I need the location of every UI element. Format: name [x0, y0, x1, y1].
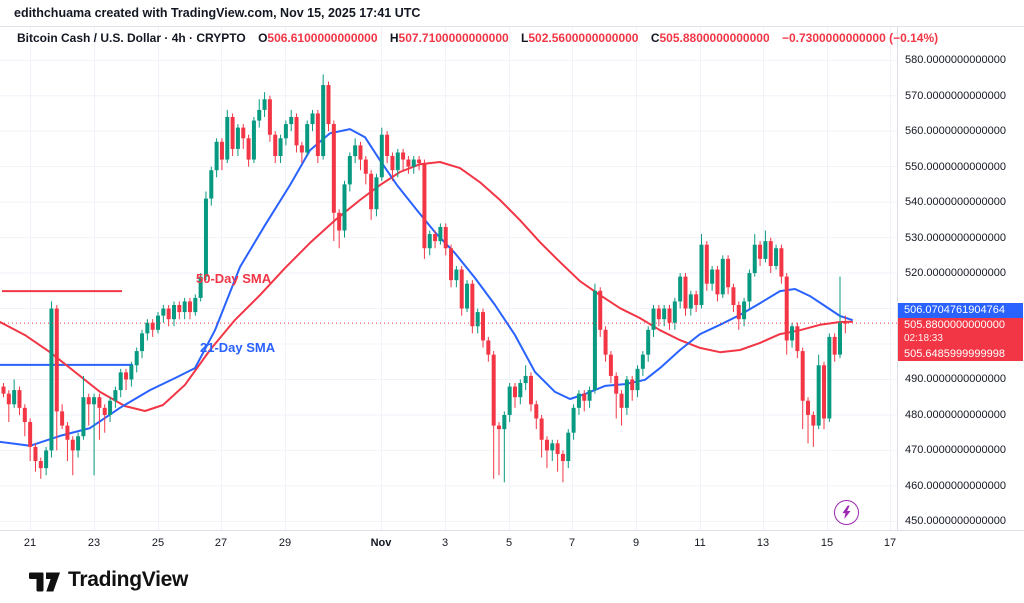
price-tick-label: 580.0000000000000 [905, 54, 1006, 67]
high-label: H [389, 31, 399, 45]
symbol-name[interactable]: Bitcoin Cash / U.S. Dollar [17, 31, 162, 45]
time-tick-label: 11 [694, 537, 706, 549]
price-tick-label: 530.0000000000000 [905, 231, 1006, 244]
open-label: O [258, 31, 268, 45]
time-tick-label: 5 [505, 537, 513, 549]
instant-order-button[interactable] [834, 500, 859, 525]
brand-name: TradingView [68, 567, 189, 591]
time-tick-label: 25 [151, 537, 165, 549]
time-tick-label: 3 [441, 537, 449, 549]
watermark-text: edithchuama created with TradingView.com… [14, 6, 421, 20]
price-tick-label: 490.0000000000000 [905, 373, 1006, 386]
tradingview-mark-icon [29, 572, 60, 592]
lightning-bolt-icon [842, 505, 851, 520]
close-label: C [650, 31, 660, 45]
open-value: 506.6100000000000 [267, 31, 378, 45]
time-tick-label: 23 [87, 537, 101, 549]
time-tick-label: 9 [632, 537, 640, 549]
high-value: 507.7100000000000 [398, 31, 509, 45]
time-tick-label: 21 [23, 537, 37, 549]
price-tick-label: 480.0000000000000 [905, 408, 1006, 421]
symbol-meta: · 4h · CRYPTO [164, 31, 246, 45]
last-price-value: 505.8800000000000 [904, 319, 1005, 331]
time-tick-label: Nov [370, 537, 392, 549]
sma21-price-tag: 506.0704761904764 [898, 303, 1023, 318]
sma50-label: 50-Day SMA [196, 271, 272, 286]
change-value: −0.7300000000000 (−0.14%) [781, 31, 939, 45]
close-value: 505.8800000000000 [659, 31, 770, 45]
last-price-tag: 505.8800000000000 02:18:33 [898, 318, 1023, 347]
price-tick-label: 470.0000000000000 [905, 444, 1006, 457]
price-tick-label: 560.0000000000000 [905, 125, 1006, 138]
symbol-header[interactable]: Bitcoin Cash / U.S. Dollar · 4h · CRYPTO… [17, 31, 938, 45]
price-tick-label: 540.0000000000000 [905, 196, 1006, 209]
time-axis[interactable]: 21 23 25 27 29 Nov 3 5 7 9 11 13 15 17 [0, 530, 1024, 556]
price-tick-label: 570.0000000000000 [905, 89, 1006, 102]
price-tick-label: 450.0000000000000 [905, 515, 1006, 528]
title-bar: edithchuama created with TradingView.com… [0, 0, 1024, 27]
bar-countdown: 02:18:33 [904, 333, 943, 344]
sma21-label: 21-Day SMA [200, 340, 276, 355]
time-tick-label: 15 [820, 537, 834, 549]
price-tick-label: 520.0000000000000 [905, 267, 1006, 280]
time-tick-label: 7 [568, 537, 576, 549]
time-tick-label: 27 [214, 537, 228, 549]
price-axis[interactable]: 580.0000000000000 570.0000000000000 560.00… [897, 27, 1024, 556]
footer: TradingView [0, 556, 1024, 603]
price-tick-label: 550.0000000000000 [905, 160, 1006, 173]
low-value: 502.5600000000000 [528, 31, 639, 45]
sma50-price-tag: 505.6485999999998 [898, 347, 1023, 361]
chart-canvas[interactable] [0, 27, 897, 530]
price-tick-label: 460.0000000000000 [905, 479, 1006, 492]
low-label: L [521, 31, 529, 45]
time-tick-label: 17 [883, 537, 897, 549]
time-tick-label: 13 [756, 537, 770, 549]
time-tick-label: 29 [278, 537, 292, 549]
tradingview-logo[interactable]: TradingView [28, 566, 188, 593]
